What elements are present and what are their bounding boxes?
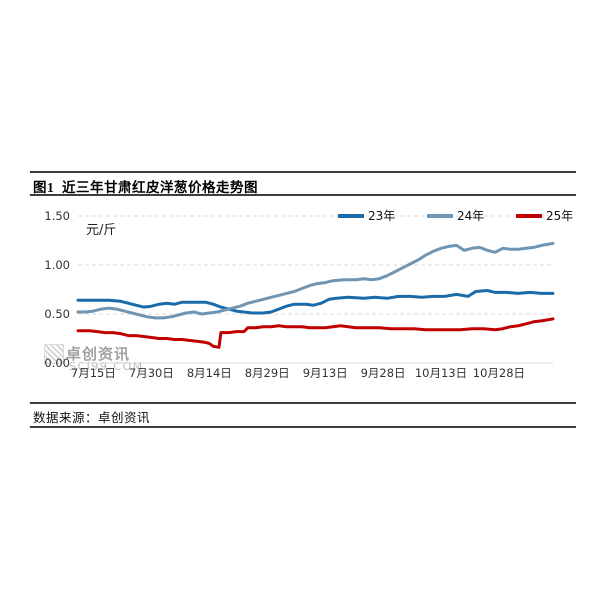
source-note: 数据来源：卓创资讯 xyxy=(33,411,151,425)
y-tick-label: 0.00 xyxy=(44,356,70,370)
legend-label-25年: 25年 xyxy=(546,209,573,223)
figure-title: 图1 近三年甘肃红皮洋葱价格走势图 xyxy=(33,180,258,195)
price-chart: 0.00 0.50 1.00 1.50 元/斤 7月15日 7月30日 8月14日 8月29日 9… xyxy=(44,209,573,380)
x-tick-label: 9月28日 xyxy=(361,366,406,380)
legend-label-24年: 24年 xyxy=(457,209,484,223)
legend-label-23年: 23年 xyxy=(368,209,395,223)
x-tick-label: 9月13日 xyxy=(303,366,348,380)
y-tick-label: 1.00 xyxy=(44,258,70,272)
x-tick-label: 7月15日 xyxy=(71,366,116,380)
x-tick-label: 10月28日 xyxy=(473,366,525,380)
x-tick-label: 7月30日 xyxy=(129,366,174,380)
series-line-25年 xyxy=(76,317,555,349)
y-tick-label: 1.50 xyxy=(44,209,70,223)
title-divider-bottom xyxy=(30,194,576,196)
x-tick-label: 8月29日 xyxy=(245,366,290,380)
watermark-logo-icon xyxy=(44,344,64,364)
x-tick-label: 8月14日 xyxy=(187,366,232,380)
source-divider-bottom xyxy=(30,426,576,428)
source-divider-top xyxy=(30,402,576,404)
y-axis-unit-label: 元/斤 xyxy=(86,223,116,238)
series-line-24年 xyxy=(76,241,555,320)
series-line-23年 xyxy=(76,289,555,315)
title-divider-top xyxy=(30,171,576,173)
y-tick-label: 0.50 xyxy=(44,307,70,321)
watermark-name: 卓创资讯 xyxy=(66,345,131,363)
x-tick-label: 10月13日 xyxy=(415,366,467,380)
